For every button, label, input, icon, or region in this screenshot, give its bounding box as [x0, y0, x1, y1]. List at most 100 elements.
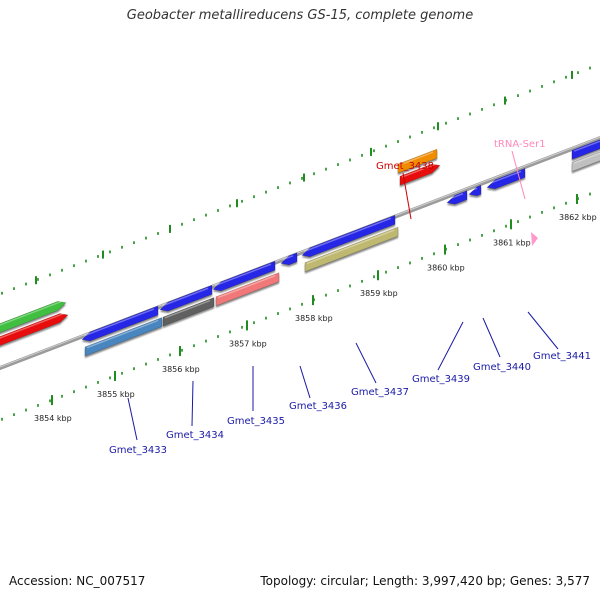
kbp-tick-label: 3862 kbp	[559, 213, 597, 222]
track-dot	[241, 325, 243, 329]
feature-right-gray-gene[interactable]	[571, 149, 600, 172]
feature-gmet_3435-a[interactable]	[212, 260, 276, 292]
kbp-tick-label: 3854 kbp	[34, 414, 72, 423]
feature-gmet_3440[interactable]	[468, 184, 482, 197]
track-dot	[85, 259, 87, 263]
feature-gmet_3439[interactable]	[446, 190, 468, 205]
feature-highlight	[217, 275, 276, 299]
track-dot	[589, 66, 591, 70]
gene-label-gmet_3440[interactable]: Gmet_3440	[473, 362, 531, 373]
label-leader-line	[355, 342, 377, 384]
track-dot	[157, 232, 159, 235]
track-dot	[589, 192, 591, 196]
track-dot	[505, 224, 507, 228]
feature-highlight	[401, 163, 437, 178]
track-dot	[469, 112, 471, 116]
track-dot	[85, 385, 87, 389]
track-dot	[433, 126, 435, 130]
track-dot	[421, 130, 423, 134]
feature-gmet_3433-a[interactable]	[81, 305, 159, 342]
track-dot	[397, 140, 399, 143]
feature-highlight	[470, 187, 478, 192]
feature-gmet_3437-b[interactable]	[304, 226, 399, 273]
track-dot	[289, 307, 291, 311]
track-dot	[337, 289, 339, 292]
feature-gmet_3436[interactable]	[280, 252, 298, 266]
track-dot	[385, 144, 387, 148]
feature-gmet_3437-a[interactable]	[301, 214, 396, 258]
gene-label-gmet_3435[interactable]: Gmet_3435	[227, 416, 285, 427]
track-dot	[37, 404, 39, 407]
kbp-tick-label: 3861 kbp	[493, 238, 531, 247]
track-dot	[193, 218, 195, 222]
gene-label-gmet_3438[interactable]: Gmet_3438	[376, 161, 434, 172]
track-dot	[253, 321, 255, 325]
track-dot	[13, 413, 15, 417]
gene-label-gmet_3436[interactable]: Gmet_3436	[289, 401, 347, 412]
feature-gmet_3435-b[interactable]	[215, 272, 280, 307]
track-dot	[457, 243, 459, 246]
feature-gmet_3438-b[interactable]	[399, 163, 441, 186]
feature-gmet_3441[interactable]	[486, 167, 526, 190]
feature-highlight	[306, 229, 395, 265]
feature-gmet_3433-b[interactable]	[84, 317, 163, 357]
track-dot	[193, 344, 195, 348]
feature-highlight	[399, 151, 434, 166]
track-dot	[133, 241, 135, 245]
track-dot	[241, 199, 243, 203]
feature-gmet_3434-b[interactable]	[162, 297, 215, 327]
feature-trna-ser1[interactable]	[531, 232, 538, 246]
feature-highlight	[0, 312, 65, 339]
track-dot	[217, 209, 219, 212]
track-dot	[253, 195, 255, 199]
track-dot	[421, 256, 423, 260]
label-leader-line	[127, 397, 138, 441]
accession-text: Accession: NC_007517	[9, 574, 146, 588]
track-dot	[313, 172, 315, 176]
track-dot	[109, 250, 111, 254]
track-dot	[541, 85, 543, 88]
track-dot	[373, 275, 375, 279]
track-dot	[349, 158, 351, 162]
track-dot	[217, 335, 219, 338]
feature-gmet_3434-a[interactable]	[159, 284, 213, 312]
kbp-tick-label: 3859 kbp	[360, 289, 398, 298]
feature-highlight	[303, 217, 392, 253]
track-dot	[229, 204, 231, 208]
track-dot	[529, 89, 531, 93]
gene-label-gmet_3434[interactable]: Gmet_3434	[166, 430, 224, 441]
genome-title: Geobacter metallireducens GS-15, complet…	[126, 8, 474, 23]
track-dot	[325, 293, 327, 297]
gene-label-gmet_3441[interactable]: Gmet_3441	[533, 351, 591, 362]
track-dot	[1, 291, 3, 295]
gene-label-trna-ser1[interactable]: tRNA-Ser1	[494, 139, 546, 150]
feature-green-gene[interactable]	[0, 300, 67, 336]
label-leader-line	[482, 317, 501, 358]
track-dot	[553, 206, 555, 210]
track-dot	[565, 75, 567, 79]
genome-summary-text: Topology: circular; Length: 3,997,420 bp…	[260, 574, 590, 588]
track-dot	[133, 367, 135, 371]
track-dot	[169, 353, 171, 357]
feature-red-gene[interactable]	[0, 313, 69, 350]
track-dot	[37, 278, 39, 281]
gene-label-gmet_3433[interactable]: Gmet_3433	[109, 445, 167, 456]
gene-label-gmet_3439[interactable]: Gmet_3439	[412, 374, 470, 385]
track-dot	[457, 117, 459, 120]
track-dot	[361, 153, 363, 157]
track-dot	[481, 107, 483, 111]
track-dot	[517, 220, 519, 224]
feature-right-blue-gene[interactable]	[571, 139, 600, 160]
feature-highlight	[488, 170, 522, 185]
track-dot	[409, 135, 411, 139]
feature-highlight	[164, 299, 211, 319]
track-dot	[553, 80, 555, 84]
track-dot	[25, 408, 27, 412]
track-dot	[73, 390, 75, 394]
feature-gmet_3438-a[interactable]	[397, 148, 438, 174]
track-dot	[301, 176, 303, 180]
track-dot	[145, 362, 147, 366]
gene-label-gmet_3437[interactable]: Gmet_3437	[351, 387, 409, 398]
